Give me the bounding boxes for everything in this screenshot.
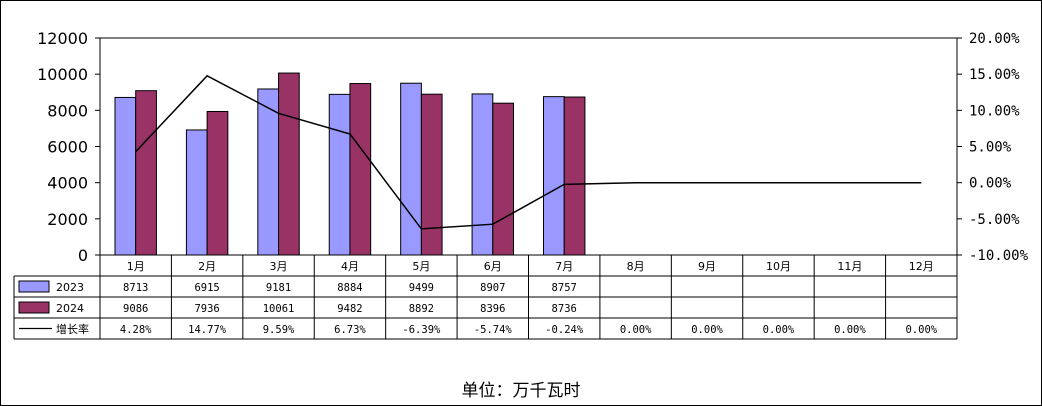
table-cell: 9.59% [263,324,295,336]
bar-2024-5 [420,93,443,256]
legend-label-2023: 2023 [56,281,84,294]
y-right-tick-label: 20.00% [969,31,1020,47]
bar-2024-7 [563,96,586,256]
y-left-tick-label: 8000 [47,101,88,120]
bar-2023-1 [114,96,137,256]
legend-label-2024: 2024 [56,302,84,315]
table-cell: 8757 [552,282,577,294]
bar-2024-2 [206,110,229,256]
category-label: 5月 [412,260,430,273]
unit-label: 单位：万千瓦时 [461,381,581,401]
table-cell: 9086 [123,303,148,315]
table-cell: 0.00% [691,324,723,336]
bar-2023-7 [542,96,565,256]
category-label: 6月 [484,260,502,273]
category-label: 10月 [766,260,791,273]
y-right-tick-label: 15.00% [969,67,1020,83]
table-cell: 0.00% [834,324,866,336]
category-label: 2月 [198,260,216,273]
category-label: 12月 [909,260,934,273]
category-label: 9月 [698,260,716,273]
y-left-tick-label: 10000 [37,65,88,84]
category-label: 8月 [627,260,645,273]
bar-2023-5 [400,82,422,256]
bar-2023-3 [257,88,280,256]
y-right-tick-label: 5.00% [969,140,1012,156]
table-cell: 14.77% [188,324,227,336]
bar-2024-6 [492,102,515,256]
table-cell: -6.39% [402,324,441,336]
table-cell: -5.74% [474,324,513,336]
table-cell: 9482 [337,303,362,315]
plot-area [99,37,958,256]
y-left-tick-label: 4000 [47,174,88,193]
table-cell: 8713 [123,282,148,294]
category-label: 1月 [127,260,145,273]
bar-2024-4 [349,83,372,256]
bar-2024-1 [135,90,157,256]
table-cell: 10061 [263,303,295,315]
y-left-tick-label: 6000 [47,138,88,157]
category-label: 7月 [555,260,573,273]
growth-rate-line [135,74,922,230]
category-label: 4月 [341,260,359,273]
y-left-tick-label: 12000 [37,29,88,48]
bar-2023-2 [185,129,208,256]
legend-label-增长率: 增长率 [56,322,89,336]
table-cell: 7936 [194,303,219,315]
table-cell: 9181 [266,282,291,294]
legend-key-2024 [18,301,50,314]
table-cell: 0.00% [620,324,652,336]
table-cell: 9499 [409,282,434,294]
table-cell: 0.00% [905,324,937,336]
y-right-tick-label: -5.00% [969,212,1020,228]
table-cell: 8892 [409,303,434,315]
category-label: 11月 [837,260,862,273]
y-left-tick-label: 0 [78,246,88,265]
y-right-tick-label: -10.00% [969,248,1029,264]
y-left-tick-label: 2000 [47,210,88,229]
y-right-tick-label: 10.00% [969,103,1020,119]
bar-2023-4 [328,93,351,256]
table-cell: 8907 [480,282,505,294]
bar-2023-6 [471,93,494,256]
legend-key-2023 [18,280,50,293]
table-cell: 8736 [552,303,577,315]
table-cell: 6915 [194,282,219,294]
table-cell: 8396 [480,303,505,315]
table-cell: 4.28% [120,324,152,336]
table-cell: 8884 [337,282,362,294]
category-label: 3月 [270,260,288,273]
table-cell: 6.73% [334,324,366,336]
table-cell: 0.00% [763,324,795,336]
bar-2024-3 [278,72,300,256]
y-right-tick-label: 0.00% [969,176,1012,192]
table-cell: -0.24% [545,324,584,336]
